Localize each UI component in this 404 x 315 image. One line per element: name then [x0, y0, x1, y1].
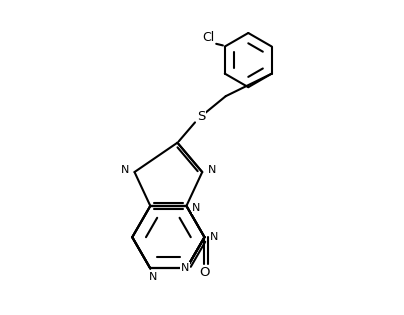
- Text: N: N: [181, 263, 189, 272]
- Text: N: N: [120, 165, 129, 175]
- Text: Cl: Cl: [202, 32, 215, 44]
- Text: N: N: [208, 165, 217, 175]
- Text: N: N: [148, 272, 157, 282]
- Text: N: N: [192, 203, 200, 213]
- Text: N: N: [210, 232, 219, 242]
- Text: S: S: [197, 110, 205, 123]
- Text: O: O: [199, 266, 210, 279]
